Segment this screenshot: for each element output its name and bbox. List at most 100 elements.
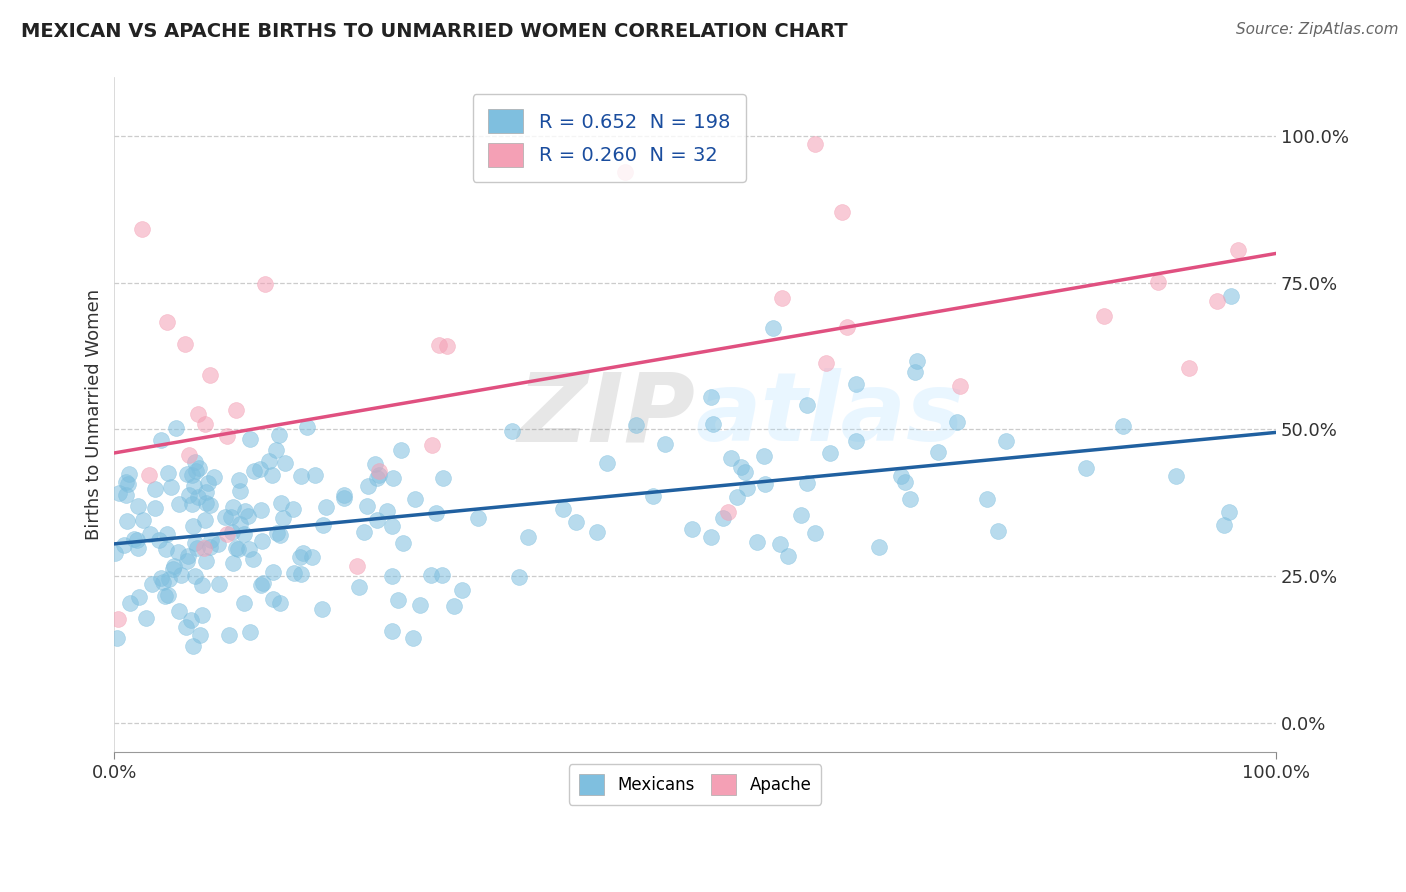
Point <box>422 437 444 451</box>
Point <box>288 550 311 565</box>
Point <box>681 522 703 536</box>
Point <box>115 487 138 501</box>
Point <box>120 596 142 610</box>
Point <box>194 513 217 527</box>
Point <box>269 528 291 542</box>
Point <box>222 500 245 514</box>
Point <box>148 533 170 548</box>
Point <box>734 465 756 479</box>
Point <box>117 477 139 491</box>
Point <box>181 497 204 511</box>
Point <box>262 565 284 579</box>
Point <box>184 568 207 582</box>
Point <box>138 468 160 483</box>
Point <box>353 525 375 540</box>
Point <box>904 365 927 379</box>
Point <box>517 530 540 544</box>
Point <box>364 457 387 471</box>
Point <box>356 499 378 513</box>
Point <box>804 526 827 541</box>
Point <box>427 338 450 352</box>
Point <box>311 601 333 615</box>
Point <box>762 321 785 335</box>
Point <box>700 390 723 404</box>
Point <box>145 501 167 516</box>
Point <box>143 482 166 496</box>
Text: MEXICAN VS APACHE BIRTHS TO UNMARRIED WOMEN CORRELATION CHART: MEXICAN VS APACHE BIRTHS TO UNMARRIED WO… <box>21 22 848 41</box>
Point <box>366 513 388 527</box>
Point <box>177 549 200 563</box>
Point <box>596 455 619 469</box>
Point <box>408 598 430 612</box>
Point <box>217 527 239 541</box>
Point <box>835 320 858 334</box>
Point <box>269 596 291 610</box>
Point <box>186 541 208 555</box>
Point <box>845 434 868 448</box>
Point <box>1166 469 1188 483</box>
Point <box>135 611 157 625</box>
Point <box>831 205 853 219</box>
Point <box>381 519 404 533</box>
Point <box>747 535 769 549</box>
Point <box>994 434 1017 449</box>
Point <box>381 624 404 638</box>
Point <box>770 291 793 305</box>
Point <box>198 498 221 512</box>
Point <box>402 632 425 646</box>
Point <box>1147 275 1170 289</box>
Point <box>167 497 190 511</box>
Point <box>346 558 368 573</box>
Point <box>207 537 229 551</box>
Point <box>927 445 949 459</box>
Point <box>202 469 225 483</box>
Point <box>626 418 648 433</box>
Point <box>976 492 998 507</box>
Point <box>177 448 200 462</box>
Point <box>1074 461 1097 475</box>
Point <box>264 443 287 458</box>
Point <box>333 488 356 502</box>
Point <box>641 489 664 503</box>
Point <box>292 546 315 560</box>
Point <box>162 561 184 575</box>
Point <box>200 533 222 548</box>
Point <box>197 475 219 490</box>
Point <box>754 477 776 491</box>
Point <box>796 475 818 490</box>
Point <box>987 524 1010 538</box>
Point <box>233 504 256 518</box>
Point <box>177 488 200 502</box>
Point <box>105 631 128 645</box>
Point <box>586 525 609 540</box>
Point <box>387 593 409 607</box>
Point <box>262 467 284 482</box>
Point <box>735 481 758 495</box>
Point <box>711 511 734 525</box>
Point <box>226 541 249 556</box>
Text: ZIP: ZIP <box>517 368 695 461</box>
Point <box>315 500 337 514</box>
Point <box>375 504 398 518</box>
Point <box>368 468 391 483</box>
Point <box>183 455 205 469</box>
Point <box>508 569 530 583</box>
Point <box>949 378 972 392</box>
Point <box>1226 243 1249 257</box>
Point <box>163 558 186 573</box>
Point <box>160 479 183 493</box>
Point <box>720 451 742 466</box>
Point <box>181 639 204 653</box>
Point <box>252 575 274 590</box>
Point <box>266 526 288 541</box>
Point <box>443 599 465 613</box>
Point <box>304 467 326 482</box>
Point <box>194 417 217 432</box>
Point <box>232 596 254 610</box>
Point <box>297 420 319 434</box>
Point <box>425 506 447 520</box>
Point <box>250 578 273 592</box>
Point <box>551 501 574 516</box>
Point <box>274 456 297 470</box>
Point <box>157 588 180 602</box>
